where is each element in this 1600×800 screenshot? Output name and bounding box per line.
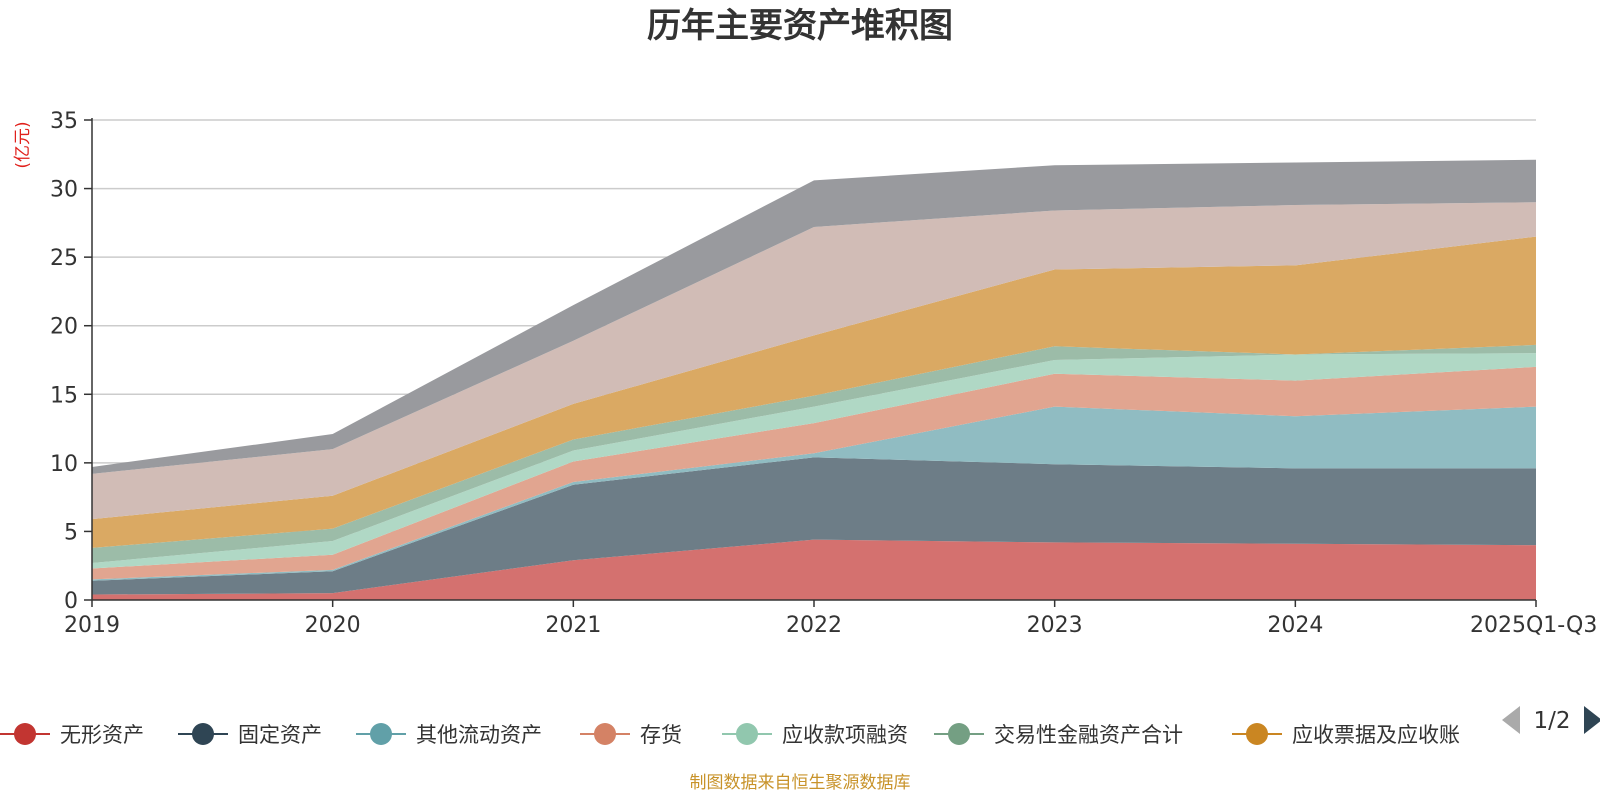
legend-label: 交易性金融资产合计	[994, 723, 1183, 747]
legend-item[interactable]: 存货	[580, 723, 682, 747]
legend-dot-icon	[736, 723, 758, 745]
y-tick-label: 15	[50, 383, 78, 408]
x-tick-label: 2022	[786, 613, 842, 638]
legend-item[interactable]: 交易性金融资产合计	[934, 723, 1183, 747]
series-area	[92, 457, 1536, 595]
next-page-icon[interactable]	[1584, 706, 1600, 734]
legend-pager: 1/2	[1502, 706, 1600, 734]
series-area	[92, 236, 1536, 548]
y-axis-unit: (亿元)	[13, 121, 33, 168]
x-tick-label: 2020	[305, 613, 361, 638]
legend-dot-icon	[1246, 723, 1268, 745]
legend-label: 应收票据及应收账	[1292, 723, 1460, 747]
y-tick-label: 35	[50, 109, 78, 134]
y-tick-label: 5	[64, 520, 78, 545]
series-area	[92, 366, 1536, 580]
legend-label: 固定资产	[238, 723, 322, 747]
series-area	[92, 159, 1536, 474]
legend-page-indicator: 1/2	[1533, 708, 1570, 734]
series-area	[92, 353, 1536, 569]
legend-dot-icon	[948, 723, 970, 745]
legend-item[interactable]: 无形资产	[0, 723, 144, 747]
y-tick-label: 30	[50, 178, 78, 203]
legend-dot-icon	[594, 723, 616, 745]
legend-label: 存货	[640, 723, 682, 747]
series-area	[92, 202, 1536, 520]
y-tick-label: 0	[64, 589, 78, 614]
y-tick-label: 20	[50, 315, 78, 340]
y-tick-label: 25	[50, 246, 78, 271]
legend-dot-icon	[192, 723, 214, 745]
x-tick-label: 2023	[1027, 613, 1083, 638]
y-tick-label: 10	[50, 452, 78, 477]
legend-dot-icon	[370, 723, 392, 745]
axes: 0 5 10 15 20 25 30 35 2019 2020 2021 2022 2023 2024 20…	[50, 109, 1597, 638]
x-tick-label: 2019	[64, 613, 120, 638]
x-tick-label: 2025Q1-Q3	[1470, 613, 1597, 638]
legend-item[interactable]: 应收票据及应收账	[1232, 723, 1460, 747]
data-source-note: 制图数据来自恒生聚源数据库	[690, 773, 911, 793]
chart-title: 历年主要资产堆积图	[647, 6, 953, 46]
legend-label: 无形资产	[60, 723, 144, 747]
prev-page-icon[interactable]	[1502, 706, 1520, 734]
legend-dot-icon	[14, 723, 36, 745]
series-area	[92, 539, 1536, 600]
legend: 无形资产 固定资产 其他流动资产 存货 应收款项融资 交易性金融资产合计 应收票据及应收账	[0, 723, 1460, 747]
series-area	[92, 344, 1536, 563]
legend-item[interactable]: 其他流动资产	[356, 723, 542, 747]
legend-label: 其他流动资产	[416, 723, 542, 747]
series-area	[92, 406, 1536, 581]
legend-item[interactable]: 应收款项融资	[722, 723, 908, 747]
x-tick-label: 2024	[1267, 613, 1323, 638]
legend-item[interactable]: 固定资产	[178, 723, 322, 747]
x-tick-label: 2021	[545, 613, 601, 638]
legend-label: 应收款项融资	[782, 723, 908, 747]
series-areas	[92, 159, 1536, 600]
